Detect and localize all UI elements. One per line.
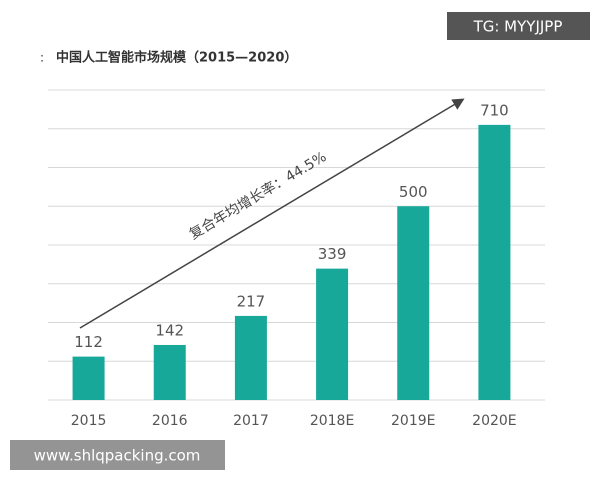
annotation: 复合年均增长率：44.5% xyxy=(186,148,329,243)
bar xyxy=(316,268,349,400)
data-label: 500 xyxy=(399,183,428,201)
data-label: 710 xyxy=(480,101,509,119)
x-tick-label: 2019E xyxy=(391,413,435,429)
grid xyxy=(48,89,545,401)
bar xyxy=(153,344,186,400)
data-label: 217 xyxy=(237,292,266,310)
bar xyxy=(397,206,430,400)
watermark-box xyxy=(10,440,225,470)
trend-arrow xyxy=(79,98,465,329)
x-tick-label: 2015 xyxy=(71,413,107,429)
data-label: 112 xyxy=(74,333,103,351)
watermark: www.shlqpacking.com xyxy=(34,447,201,465)
x-tick-label: 2017 xyxy=(233,413,269,429)
chart-title: 中国人工智能市场规模（2015—2020） xyxy=(56,50,297,66)
bars: 2015 112 2016 142 2017 217 2018E 339 2019E 500 202… xyxy=(71,101,517,429)
watermark-box xyxy=(447,12,590,40)
bar xyxy=(234,315,267,400)
watermark: TG: MYYJJPP xyxy=(473,18,563,36)
data-label: 142 xyxy=(155,321,184,339)
x-tick-label: 2020E xyxy=(472,413,516,429)
bar xyxy=(478,124,511,400)
title-marker: : xyxy=(40,51,44,65)
bar xyxy=(72,356,105,400)
data-label: 339 xyxy=(318,245,347,263)
x-tick-label: 2016 xyxy=(152,413,188,429)
x-tick-label: 2018E xyxy=(310,413,354,429)
